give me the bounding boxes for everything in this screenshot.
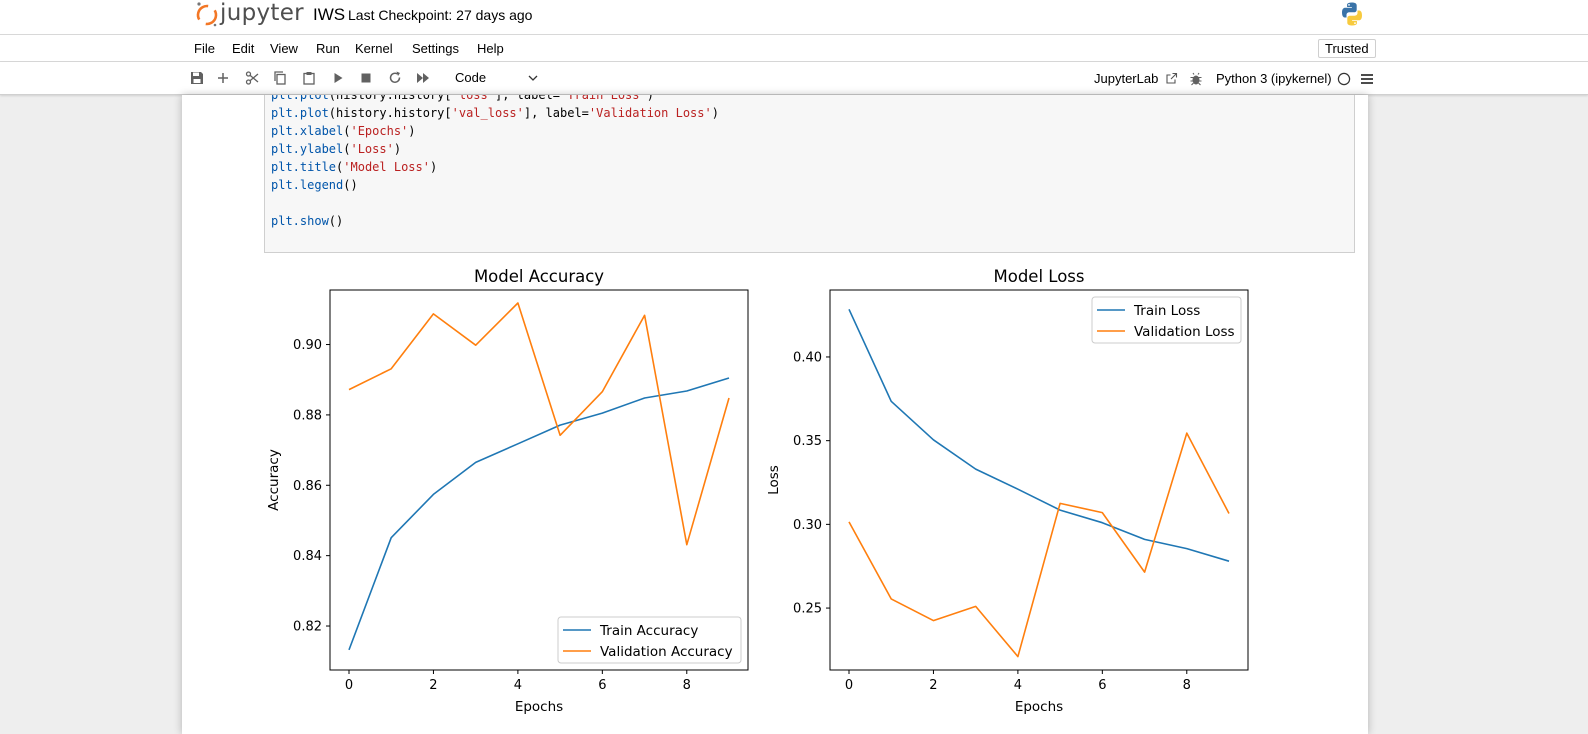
python-logo-icon <box>1342 2 1362 26</box>
x-tick-label: 0 <box>845 678 853 693</box>
code-line: plt.plot(history.history['val_loss'], la… <box>271 106 719 120</box>
menu-kernel[interactable]: Kernel <box>355 41 393 56</box>
external-link-icon <box>1166 72 1178 84</box>
menu-view[interactable]: View <box>270 41 298 56</box>
x-tick-label: 2 <box>929 678 937 693</box>
x-tick-label: 4 <box>514 678 522 693</box>
x-axis-label: Epochs <box>1015 699 1063 715</box>
kernel-status-idle-icon <box>1335 70 1353 88</box>
legend-label: Validation Loss <box>1134 324 1235 340</box>
axes-frame <box>829 289 1249 671</box>
fast-forward-icon[interactable] <box>414 69 432 87</box>
code-line: plt.title('Model Loss') <box>271 160 438 174</box>
training-charts: Model Accuracy 0 2 4 6 8 0.82 0.84 0.86 0.88 0.90 E… <box>266 267 1249 715</box>
menu-file[interactable]: File <box>194 41 215 56</box>
series-line-validation-accuracy <box>348 302 730 546</box>
y-tick-label: 0.40 <box>793 350 822 365</box>
menu-help[interactable]: Help <box>477 41 504 56</box>
x-tick-label: 0 <box>345 678 353 693</box>
save-icon[interactable] <box>188 69 206 87</box>
logo-text[interactable]: jupyter <box>220 0 304 26</box>
top-header: jupyter IWS Last Checkpoint: 27 days ago <box>0 0 1588 34</box>
stop-icon[interactable] <box>357 69 375 87</box>
paste-icon[interactable] <box>300 69 318 87</box>
chart-title: Model Loss <box>994 267 1085 286</box>
cut-icon[interactable] <box>243 69 261 87</box>
y-tick-label: 0.88 <box>293 408 322 423</box>
menu-bar: File Edit View Run Kernel Settings Help … <box>0 34 1588 62</box>
chart-title: Model Accuracy <box>474 267 604 286</box>
x-tick-label: 6 <box>1098 678 1106 693</box>
legend-label: Train Accuracy <box>599 623 698 639</box>
code-line: plt.legend() <box>271 178 358 192</box>
code-line: plt.xlabel('Epochs') <box>271 124 416 138</box>
notebook-title[interactable]: IWS <box>313 5 346 24</box>
checkpoint-status: Last Checkpoint: 27 days ago <box>348 7 533 23</box>
y-axis-label: Accuracy <box>266 449 282 511</box>
menu-hamburger-icon[interactable] <box>1358 70 1376 88</box>
code-cell-editor[interactable]: plt.plot(history.history['loss'], label=… <box>264 95 1355 253</box>
series-line-train-loss <box>848 308 1230 562</box>
y-tick-label: 0.90 <box>293 338 322 353</box>
series-line-train-accuracy <box>348 377 730 651</box>
y-tick-label: 0.25 <box>793 602 822 617</box>
x-tick-label: 6 <box>598 678 606 693</box>
notebook-panel: plt.plot(history.history['loss'], label=… <box>182 95 1368 734</box>
jupyterlab-link[interactable]: JupyterLab <box>1094 71 1178 86</box>
menu-settings[interactable]: Settings <box>412 41 459 56</box>
legend-label: Validation Accuracy <box>600 644 733 660</box>
cell-type-value: Code <box>455 70 487 85</box>
menu-edit[interactable]: Edit <box>232 41 255 56</box>
y-tick-label: 0.86 <box>293 479 322 494</box>
jupyter-logo-icon[interactable] <box>192 0 302 30</box>
y-tick-label: 0.82 <box>293 620 322 635</box>
axes-frame <box>329 289 749 671</box>
x-axis-label: Epochs <box>515 699 563 715</box>
copy-icon[interactable] <box>271 69 289 87</box>
debugger-bug-icon[interactable] <box>1187 70 1205 88</box>
add-cell-icon[interactable] <box>214 69 232 87</box>
legend-label: Train Loss <box>1133 303 1200 319</box>
legend-box <box>557 616 742 664</box>
y-axis-label: Loss <box>766 465 782 495</box>
cell-output: Model Accuracy 0 2 4 6 8 0.82 0.84 0.86 0.88 0.90 E… <box>264 260 1264 730</box>
x-tick-label: 8 <box>683 678 691 693</box>
x-tick-label: 4 <box>1014 678 1022 693</box>
trusted-badge[interactable]: Trusted <box>1318 39 1376 58</box>
notebook-toolbar: Code JupyterLab Python 3 (ipykernel) <box>0 62 1588 95</box>
y-tick-label: 0.30 <box>793 518 822 533</box>
menu-run[interactable]: Run <box>316 41 340 56</box>
run-icon[interactable] <box>329 69 347 87</box>
jupyterlab-label: JupyterLab <box>1094 71 1159 86</box>
y-tick-label: 0.84 <box>293 549 322 564</box>
kernel-name[interactable]: Python 3 (ipykernel) <box>1216 71 1332 86</box>
restart-icon[interactable] <box>386 69 404 87</box>
code-line: plt.plot(history.history['loss'], label=… <box>271 95 654 102</box>
cell-type-select[interactable]: Code <box>455 68 539 88</box>
legend-box <box>1091 296 1242 344</box>
series-line-validation-loss <box>848 432 1230 658</box>
code-line: plt.show() <box>271 214 344 228</box>
code-line: plt.ylabel('Loss') <box>271 142 402 156</box>
y-tick-label: 0.35 <box>793 434 822 449</box>
chevron-down-icon <box>528 75 538 81</box>
x-tick-label: 2 <box>429 678 437 693</box>
x-tick-label: 8 <box>1183 678 1191 693</box>
